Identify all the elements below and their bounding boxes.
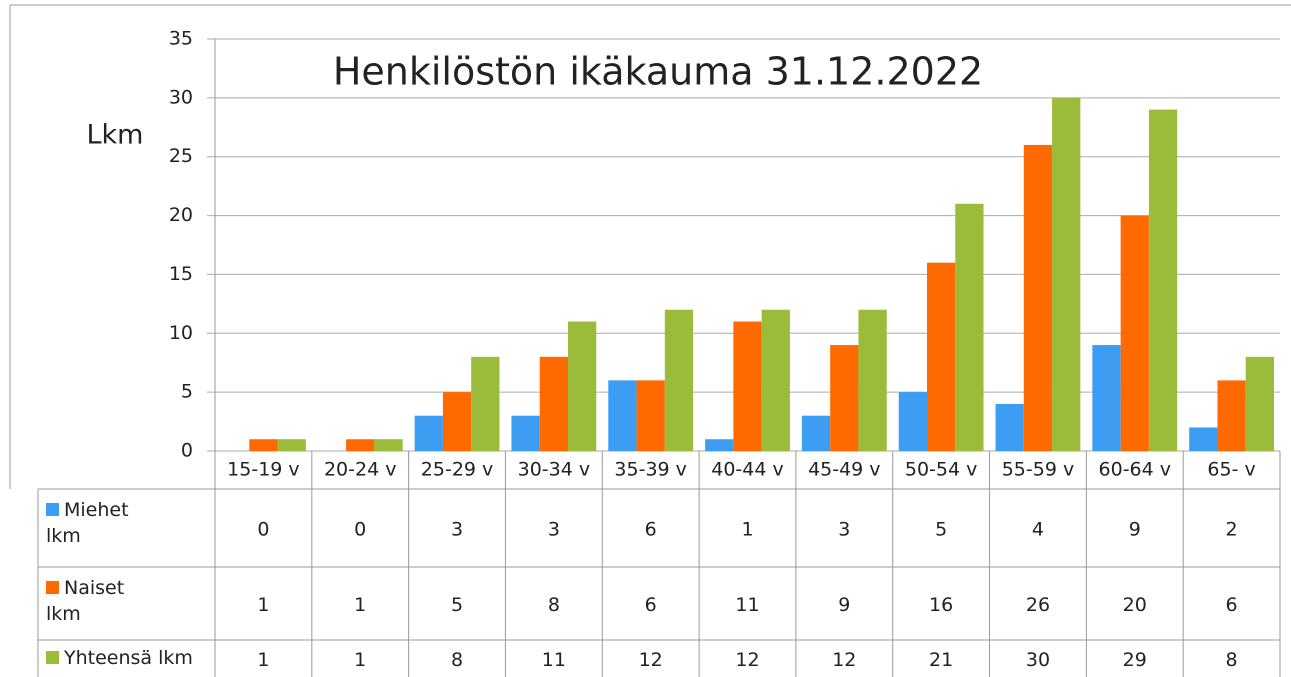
bar [1148,109,1178,451]
table-cell: 9 [838,594,850,616]
bar [277,439,306,451]
legend-label: Yhteensä lkm [64,647,193,669]
bar [733,321,762,451]
table-cell: 3 [451,519,463,541]
table-cell: 0 [354,519,366,541]
bar [761,309,790,451]
bar [511,415,540,451]
table-cell: 1 [741,519,753,541]
table-cell: 0 [257,519,269,541]
bar [898,392,927,451]
table-cell: 12 [832,649,856,671]
bar [471,356,500,451]
x-tick-label: 55-59 v [1002,459,1075,481]
table-cell: 1 [354,594,366,616]
table-cell: 5 [935,519,947,541]
x-tick-label: 50-54 v [905,459,978,481]
table-cell: 16 [929,594,953,616]
y-tick-label: 10 [169,322,193,344]
y-tick-label: 25 [169,145,193,167]
table-cell: 4 [1032,519,1044,541]
y-tick-label: 20 [169,204,193,226]
bar [636,380,665,451]
x-tick-label: 20-24 v [324,459,397,481]
table-cell: 3 [838,519,850,541]
table-cell: 6 [1226,594,1238,616]
table-cell: 12 [735,649,759,671]
bar [664,309,694,451]
table-cell: 29 [1123,649,1147,671]
table-cell: 8 [548,594,560,616]
bar [346,439,375,451]
bar [801,415,831,451]
bar [568,321,597,451]
table-cell: 20 [1123,594,1147,616]
table-cell: 8 [1226,649,1238,671]
table-cell: 1 [354,649,366,671]
x-tick-label: 30-34 v [518,459,591,481]
bar [1120,215,1149,451]
table-cell: 1 [257,649,269,671]
bar [858,309,887,451]
table-cell: 11 [542,649,566,671]
x-tick-label: 25-29 v [421,459,494,481]
legend-entry: Miehet lkm [46,497,136,549]
bar [1245,356,1274,451]
legend-swatch [46,651,59,664]
x-tick-label: 35-39 v [614,459,687,481]
bar [1052,97,1081,451]
legend-entry: Naiset lkm [46,575,136,627]
bar [705,439,734,451]
legend-swatch [46,503,59,516]
bar [995,403,1024,451]
bar [608,380,637,451]
table-cell: 6 [645,519,657,541]
bar [249,439,278,451]
bar [955,203,984,451]
legend-label: Naiset lkm [46,577,125,625]
x-tick-label: 60-64 v [1099,459,1172,481]
y-tick-label: 0 [181,440,193,462]
table-cell: 1 [257,594,269,616]
table-cell: 21 [929,649,953,671]
x-tick-label: 15-19 v [227,459,300,481]
table-cell: 6 [645,594,657,616]
table-cell: 26 [1026,594,1050,616]
table-cell: 9 [1129,519,1141,541]
table-cell: 30 [1026,649,1050,671]
bar [1092,345,1121,451]
bar [1023,144,1053,451]
bar [442,392,472,451]
table-cell: 5 [451,594,463,616]
y-tick-label: 5 [181,381,193,403]
chart-title: Henkilöstön ikäkauma 31.12.2022 [333,50,983,94]
table-cell: 11 [735,594,759,616]
bar [830,345,859,451]
y-tick-label: 30 [169,86,193,108]
table-cell: 12 [639,649,663,671]
bar [927,262,956,451]
table-cell: 8 [451,649,463,671]
bar [539,356,568,451]
bar [414,415,443,451]
y-tick-label: 15 [169,263,193,285]
y-tick-label: 35 [169,28,193,50]
table-cell: 2 [1226,519,1238,541]
legend-swatch [46,581,59,594]
bar [1189,427,1218,451]
x-tick-label: 40-44 v [711,459,784,481]
y-axis-label: Lkm [87,120,144,151]
x-tick-label: 45-49 v [808,459,881,481]
legend-entry: Yhteensä lkm [46,645,234,671]
bar [374,439,403,451]
x-tick-label: 65- v [1207,459,1255,481]
table-cell: 3 [548,519,560,541]
bar [1217,380,1246,451]
legend-label: Miehet lkm [46,499,129,547]
